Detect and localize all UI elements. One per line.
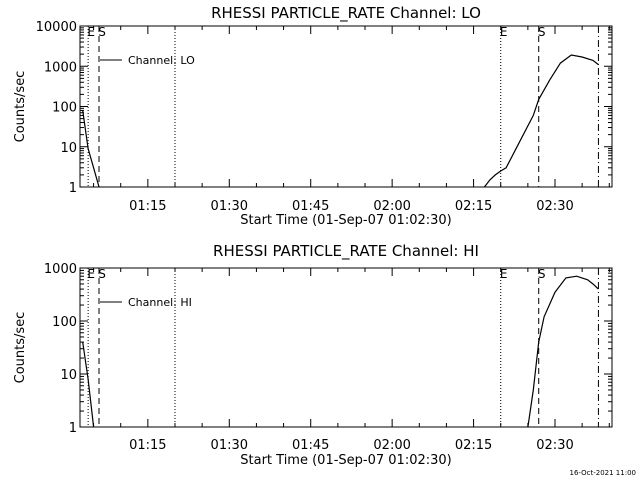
chart-title: RHESSI PARTICLE_RATE Channel: LO: [211, 4, 481, 23]
marker-label: E: [87, 25, 95, 39]
x-tick-label: 02:15: [455, 438, 492, 453]
y-tick-label: 10000: [36, 20, 77, 35]
x-tick-label: 02:00: [373, 199, 410, 214]
y-axis-label: Counts/sec: [13, 312, 28, 384]
x-tick-label: 01:15: [129, 438, 166, 453]
y-tick-label: 10: [60, 368, 77, 383]
legend-label: Channel: HI: [128, 296, 192, 309]
x-tick-label: 02:30: [536, 438, 573, 453]
x-axis-label: Start Time (01-Sep-07 01:02:30): [240, 453, 451, 468]
x-tick-label: 01:45: [292, 199, 329, 214]
chart-title: RHESSI PARTICLE_RATE Channel: HI: [213, 242, 479, 261]
x-axis-label: Start Time (01-Sep-07 01:02:30): [240, 213, 451, 228]
marker-label: E: [87, 267, 95, 281]
y-tick-label: 10: [60, 141, 77, 156]
x-tick-label: 02:00: [373, 438, 410, 453]
series-line-segment: [483, 54, 599, 188]
marker-label: S: [538, 267, 546, 281]
y-axis-label: Counts/sec: [13, 71, 28, 143]
x-tick-label: 01:15: [129, 199, 166, 214]
marker-label: S: [538, 25, 546, 39]
marker-label: E: [500, 25, 508, 39]
y-tick-label: 1: [69, 181, 77, 196]
plot-frame: [79, 267, 613, 428]
x-tick-label: 02:30: [536, 199, 573, 214]
y-tick-label: 100: [52, 101, 77, 116]
x-tick-label: 02:15: [455, 199, 492, 214]
marker-label: S: [98, 267, 106, 281]
y-tick-label: 100: [52, 315, 77, 330]
x-tick-label: 01:30: [211, 438, 248, 453]
marker-label: S: [98, 25, 106, 39]
series-line-segment: [527, 275, 599, 428]
marker-label: E: [500, 267, 508, 281]
legend-label: Channel: LO: [128, 54, 195, 67]
x-tick-label: 01:30: [211, 199, 248, 214]
y-tick-label: 1: [69, 421, 77, 436]
series-line-segment: [82, 110, 100, 188]
plot-frame: [79, 25, 613, 188]
series-line-segment: [82, 342, 95, 428]
y-tick-label: 1000: [44, 262, 77, 277]
y-tick-label: 1000: [44, 60, 77, 75]
timestamp-label: 16-Oct-2021 11:00: [569, 469, 636, 477]
x-tick-label: 01:45: [292, 438, 329, 453]
